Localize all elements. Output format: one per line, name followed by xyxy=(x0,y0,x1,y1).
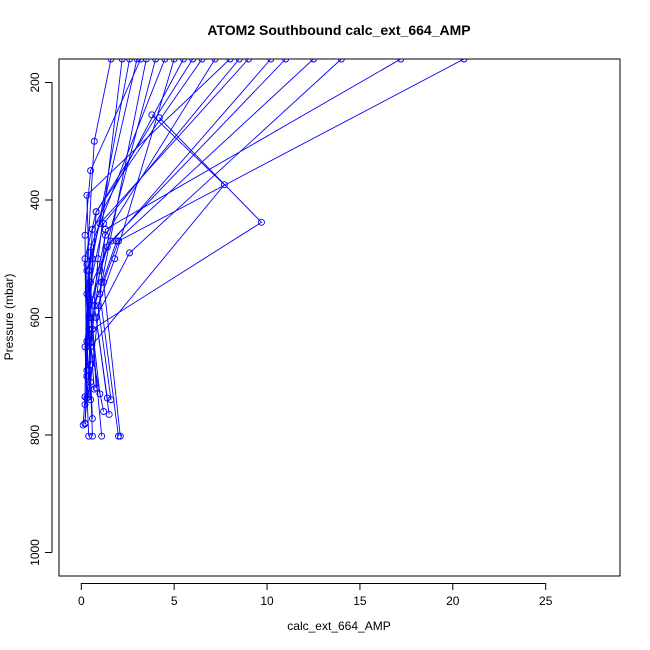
data-point xyxy=(103,394,111,402)
data-point xyxy=(258,218,265,226)
data-point xyxy=(81,231,89,239)
data-point xyxy=(198,59,206,63)
y-tick-label: 600 xyxy=(28,307,42,327)
x-tick-label: 0 xyxy=(78,594,85,608)
data-point xyxy=(397,59,405,63)
data-point xyxy=(96,390,104,398)
data-point xyxy=(79,421,87,429)
data-point xyxy=(81,401,89,408)
data-point xyxy=(88,296,96,304)
chart-title: ATOM2 Southbound calc_ext_664_AMP xyxy=(207,22,470,38)
data-point xyxy=(116,432,124,440)
data-point xyxy=(90,137,98,145)
data-point xyxy=(92,208,100,216)
data-point xyxy=(148,111,156,119)
data-point xyxy=(126,59,134,63)
data-point xyxy=(96,220,104,227)
data-point xyxy=(170,59,178,63)
data-point xyxy=(81,419,89,427)
series-line xyxy=(103,59,465,437)
y-tick-label: 1000 xyxy=(28,539,42,566)
series-line xyxy=(88,59,216,390)
data-point xyxy=(94,302,102,310)
x-tick-label: 10 xyxy=(260,594,274,608)
data-point xyxy=(245,59,252,63)
data-point xyxy=(105,410,113,418)
series-layer xyxy=(79,59,468,440)
series-line xyxy=(97,59,175,400)
data-point xyxy=(114,432,122,440)
data-point xyxy=(100,220,108,227)
series-line xyxy=(90,59,240,389)
series-line xyxy=(93,59,314,399)
data-point xyxy=(101,231,109,239)
x-tick-label: 5 xyxy=(171,594,178,608)
series-line xyxy=(82,59,138,426)
series-line xyxy=(86,117,263,399)
x-axis-label: calc_ext_664_AMP xyxy=(287,619,390,633)
data-point xyxy=(81,393,89,401)
data-point xyxy=(83,366,91,374)
data-point xyxy=(137,59,145,63)
data-point xyxy=(87,167,95,175)
axis-ticks: 0 5 10 15 20 25 200 400 600 800 1000 xyxy=(28,72,553,608)
series-group xyxy=(79,59,468,440)
data-point xyxy=(235,59,243,63)
data-point xyxy=(85,432,93,440)
data-point xyxy=(85,393,93,401)
data-point xyxy=(310,59,317,63)
data-point xyxy=(87,278,95,286)
data-point xyxy=(226,59,234,63)
data-point xyxy=(220,181,228,189)
data-point xyxy=(161,59,169,63)
data-point xyxy=(98,432,106,440)
data-point xyxy=(107,396,115,404)
data-point xyxy=(460,59,468,63)
series-line xyxy=(86,59,249,365)
data-point xyxy=(282,59,290,63)
series-line xyxy=(84,59,147,405)
x-tick-label: 15 xyxy=(353,594,367,608)
data-point xyxy=(87,361,95,368)
data-point xyxy=(88,432,96,440)
plot-frame xyxy=(58,58,621,577)
series-line xyxy=(99,59,402,437)
data-point xyxy=(337,59,345,63)
data-point xyxy=(267,59,275,63)
series-line xyxy=(91,59,157,394)
data-point xyxy=(107,59,115,63)
data-point xyxy=(88,325,96,333)
data-point xyxy=(83,191,91,199)
data-point xyxy=(133,59,141,63)
data-point xyxy=(118,59,126,63)
y-tick-label: 200 xyxy=(28,72,42,92)
data-point xyxy=(180,59,187,63)
data-point xyxy=(189,59,197,63)
x-tick-label: 25 xyxy=(539,594,553,608)
data-point xyxy=(114,237,122,245)
y-tick-label: 800 xyxy=(28,425,42,445)
y-tick-label: 400 xyxy=(28,190,42,210)
y-axis-label: Pressure (mbar) xyxy=(2,274,16,361)
data-point xyxy=(96,267,104,274)
series-line xyxy=(84,59,142,371)
x-tick-label: 20 xyxy=(446,594,460,608)
data-point xyxy=(83,261,91,269)
data-point xyxy=(88,415,96,422)
data-point xyxy=(142,59,150,63)
plot-border xyxy=(58,58,621,577)
data-point xyxy=(211,59,219,63)
data-point xyxy=(90,385,98,393)
data-point xyxy=(92,384,100,392)
data-point xyxy=(100,408,108,415)
data-point xyxy=(152,59,160,63)
data-point xyxy=(126,249,134,257)
series-line xyxy=(90,114,225,412)
data-point xyxy=(111,255,119,263)
series-line xyxy=(95,59,342,415)
